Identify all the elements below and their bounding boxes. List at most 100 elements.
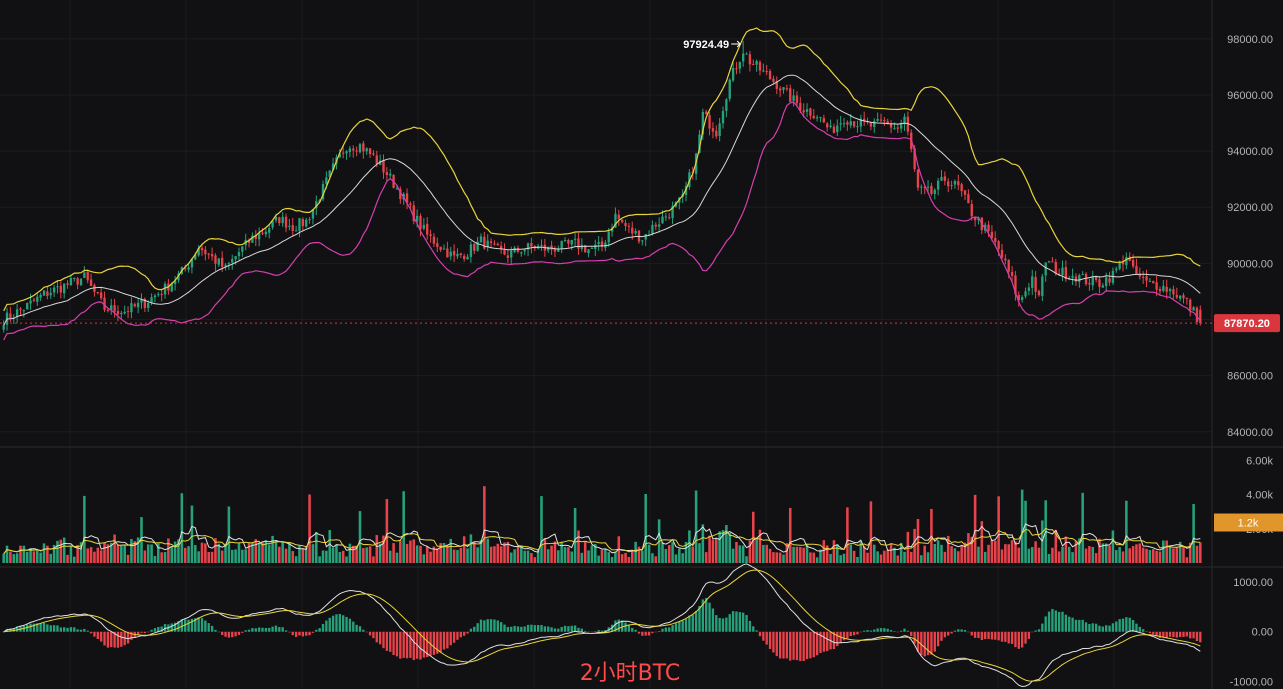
volume-bar [839,555,842,563]
volume-bar [526,550,530,563]
macd-histogram-bar [671,625,674,632]
macd-histogram-bar [1182,631,1185,637]
macd-histogram-bar [826,631,829,652]
macd-histogram-bar [170,623,173,632]
volume-bar [758,529,762,563]
candle-body [970,203,973,217]
macd-histogram-bar [395,631,399,657]
candle-body [483,236,486,249]
volume-bar [506,541,510,563]
macd-histogram-bar [731,611,735,632]
candle-body [735,68,738,70]
volume-bar [583,541,587,563]
volume-bar [513,549,516,563]
candle-body [920,186,923,188]
volume-bar [126,554,130,563]
candle-body [308,219,311,221]
volume-bar [1037,547,1041,563]
macd-histogram-bar [1165,631,1168,638]
high-price-arrow-icon [731,40,741,48]
volume-bar [728,532,732,563]
macd-histogram-bar [1158,631,1162,638]
candle-body [600,241,604,247]
volume-bar [630,550,634,563]
volume-bar [493,546,496,563]
macd-histogram-bar [950,631,953,634]
volume-bar [244,549,247,563]
candle-body [755,61,758,65]
macd-histogram-bar [1105,625,1108,632]
volume-bar [1199,542,1202,563]
volume-bar [267,544,271,563]
candle-body [1162,285,1165,291]
volume-bar [234,549,237,563]
volume-bar [540,496,543,563]
macd-histogram-bar [715,615,718,632]
macd-histogram-bar [1081,619,1084,632]
candle-body [560,240,563,250]
volume-bar [1141,547,1145,563]
y-tick-label: -1000.00 [1230,677,1273,689]
candle-body [257,232,261,240]
macd-histogram-bar [597,630,600,632]
volume-bar [688,530,691,563]
volume-bar [1057,551,1061,563]
candle-body [106,309,110,311]
macd-histogram-bar [536,625,540,632]
volume-bar [765,544,768,563]
candle-body [469,244,473,257]
candle-body [338,153,341,158]
macd-histogram-bar [237,631,241,635]
candle-body [997,241,1000,249]
candle-body [1175,294,1178,298]
volume-bar [946,535,950,563]
volume-bar [1135,544,1138,563]
macd-histogram-bar [1098,625,1101,632]
volume-bar [899,542,903,563]
macd-histogram-bar [96,631,99,640]
volume-bar [328,530,332,563]
candle-body [1135,265,1138,275]
candle-body [113,305,116,312]
candle-body [661,216,664,224]
macd-histogram-bar [947,631,950,636]
volume-bar [241,549,244,563]
volume-bar [570,551,574,563]
macd-histogram-bar [325,620,328,632]
candle-body [802,110,805,113]
candle-body [348,148,352,153]
macd-histogram-bar [1175,631,1178,638]
candle-body [1000,249,1004,258]
volume-bar [846,507,849,563]
macd-histogram-bar [12,628,15,632]
macd-histogram-bar [1178,631,1182,638]
candle-body [671,206,674,219]
macd-histogram-bar [140,631,143,633]
volume-bar [1014,541,1017,563]
macd-histogram-bar [994,631,997,640]
macd-histogram-bar [402,631,405,658]
macd-histogram-bar [231,631,234,638]
volume-bar [301,548,305,563]
volume-bar [856,556,859,563]
macd-histogram-bar [389,631,392,652]
macd-histogram-bar [52,625,56,632]
macd-histogram-bar [775,631,778,657]
candle-body [352,148,355,151]
candle-body [738,62,741,69]
candle-body [1010,271,1014,276]
candle-body [39,294,42,298]
volume-bar [852,550,856,563]
last-price-badge-bg [1214,314,1280,333]
macd-histogram-bar [385,631,389,651]
volume-bar [560,542,563,563]
volume-bar [1034,541,1037,563]
macd-histogram-bar [684,618,688,632]
macd-histogram-bar [647,631,651,636]
volume-bar [173,541,177,563]
candle-body [772,78,775,82]
candle-body [950,185,953,187]
y-tick-label: 6.00k [1246,456,1273,468]
candle-body [570,240,573,245]
candle-body [725,99,728,111]
